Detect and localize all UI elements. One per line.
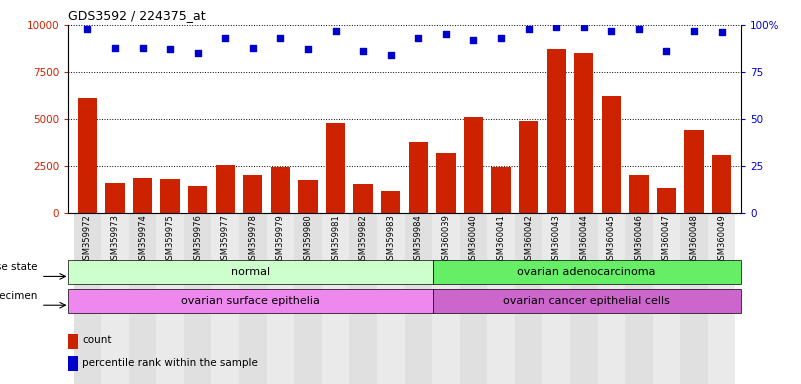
Bar [133,178,152,213]
Bar [188,186,207,213]
Bar [298,180,318,213]
Bar [460,213,487,384]
Point [467,37,480,43]
Point [660,48,673,55]
Bar [657,188,676,213]
Point [384,52,397,58]
Bar [433,260,741,284]
Text: GDS3592 / 224375_at: GDS3592 / 224375_at [68,9,206,22]
Bar [437,153,456,213]
Point [163,46,176,53]
Text: ovarian surface epithelia: ovarian surface epithelia [181,296,320,306]
Point [109,45,122,51]
Point [302,46,315,53]
Bar [294,213,322,384]
Bar [546,50,566,213]
Point [274,35,287,41]
Text: disease state: disease state [0,262,38,272]
Bar [101,213,129,384]
Bar [184,213,211,384]
Bar [129,213,156,384]
Point [605,28,618,34]
Point [715,30,728,36]
Bar [68,260,433,284]
Point [633,26,646,32]
Bar [78,98,97,213]
Point [494,35,507,41]
Bar [630,175,649,213]
Point [81,26,94,32]
Point [522,26,535,32]
Text: ovarian cancer epithelial cells: ovarian cancer epithelial cells [503,296,670,306]
Bar [405,213,432,384]
Bar [712,155,731,213]
Bar [464,117,483,213]
Point [412,35,425,41]
Bar [432,213,460,384]
Point [329,28,342,34]
Bar [322,213,349,384]
Bar [211,213,239,384]
Text: count: count [83,335,111,345]
Bar [491,167,511,213]
Bar [105,183,125,213]
Bar [625,213,653,384]
Bar [68,356,78,371]
Bar [74,213,101,384]
Text: specimen: specimen [0,291,38,301]
Bar [570,213,598,384]
Bar [542,213,570,384]
Bar [377,213,405,384]
Point [440,31,453,37]
Point [549,24,562,30]
Bar [708,213,735,384]
Bar [215,165,235,213]
Bar [598,213,625,384]
Bar [326,123,345,213]
Bar [244,175,263,213]
Point [578,24,590,30]
Bar [349,213,377,384]
Point [356,48,369,55]
Bar [684,130,704,213]
Bar [653,213,680,384]
Bar [381,190,400,213]
Bar [68,289,433,313]
Bar [267,213,294,384]
Text: ovarian adenocarcinoma: ovarian adenocarcinoma [517,267,656,277]
Point [247,45,260,51]
Point [191,50,204,56]
Text: percentile rank within the sample: percentile rank within the sample [83,358,258,368]
Bar [515,213,542,384]
Bar [409,142,428,213]
Bar [239,213,267,384]
Bar [156,213,184,384]
Bar [68,334,78,349]
Bar [519,121,538,213]
Bar [353,184,372,213]
Bar [680,213,708,384]
Text: normal: normal [231,267,270,277]
Bar [160,179,179,213]
Bar [433,289,741,313]
Point [219,35,231,41]
Bar [487,213,515,384]
Point [687,28,700,34]
Bar [602,96,621,213]
Point [136,45,149,51]
Bar [271,167,290,213]
Bar [574,53,594,213]
